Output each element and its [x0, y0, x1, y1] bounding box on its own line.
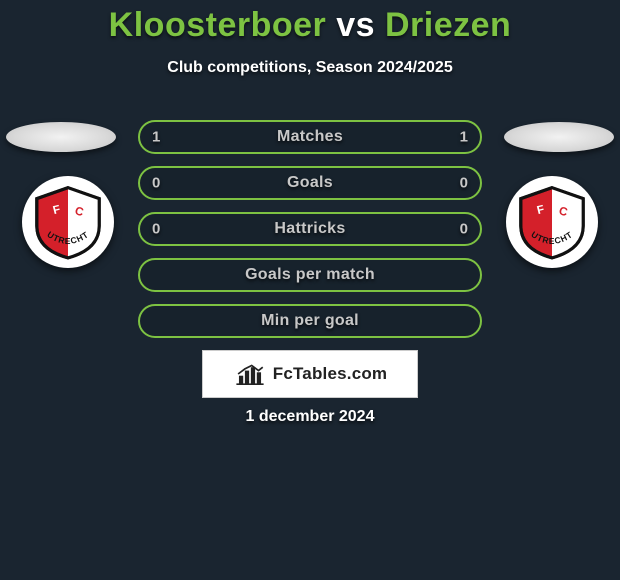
player1-avatar-placeholder: [6, 122, 116, 152]
bar-chart-icon: [233, 360, 267, 388]
stat-row-goals-per-match: Goals per match: [138, 258, 482, 292]
utrecht-badge-icon: F C UTRECHT: [513, 183, 591, 261]
utrecht-badge-icon: F C UTRECHT: [29, 183, 107, 261]
footer-date: 1 december 2024: [0, 408, 620, 426]
watermark-text: FcTables.com: [273, 364, 388, 384]
player1-name: Kloosterboer: [109, 6, 327, 44]
player2-club-badge: F C UTRECHT: [506, 176, 598, 268]
player2-avatar-placeholder: [504, 122, 614, 152]
stat-left-value: 0: [152, 175, 160, 192]
stat-right-value: 0: [460, 221, 468, 238]
stat-row-goals: 0 Goals 0: [138, 166, 482, 200]
stat-row-matches: 1 Matches 1: [138, 120, 482, 154]
comparison-title: Kloosterboer vs Driezen: [0, 0, 620, 45]
stat-left-value: 1: [152, 129, 160, 146]
player2-name: Driezen: [385, 6, 511, 44]
stat-right-value: 1: [460, 129, 468, 146]
stat-row-min-per-goal: Min per goal: [138, 304, 482, 338]
stat-label: Min per goal: [261, 312, 359, 330]
stat-label: Hattricks: [274, 220, 345, 238]
subtitle: Club competitions, Season 2024/2025: [0, 59, 620, 77]
stat-right-value: 0: [460, 175, 468, 192]
stat-label: Goals: [287, 174, 333, 192]
stats-container: 1 Matches 1 0 Goals 0 0 Hattricks 0 Goal…: [138, 120, 482, 350]
stat-left-value: 0: [152, 221, 160, 238]
stat-label: Goals per match: [245, 266, 375, 284]
stat-row-hattricks: 0 Hattricks 0: [138, 212, 482, 246]
vs-text: vs: [336, 6, 375, 44]
player1-club-badge: F C UTRECHT: [22, 176, 114, 268]
stat-label: Matches: [277, 128, 343, 146]
fctables-watermark: FcTables.com: [202, 350, 418, 398]
